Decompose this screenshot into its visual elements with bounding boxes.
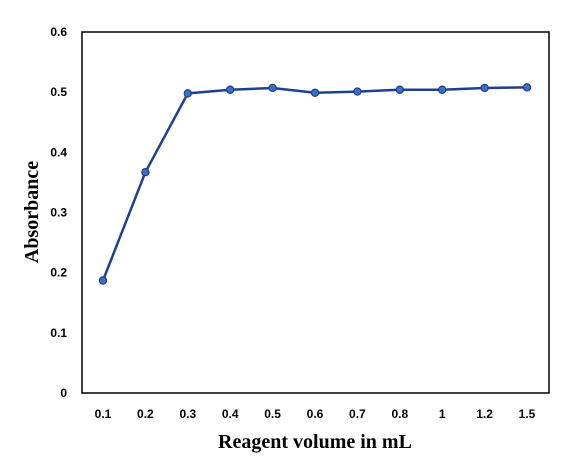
data-point — [438, 85, 447, 94]
series-line — [101, 86, 528, 281]
y-tick-label: 0 — [60, 386, 67, 400]
data-point — [353, 87, 362, 96]
x-tick-label: 0.1 — [95, 407, 112, 421]
data-point — [522, 83, 532, 92]
plot-area-frame — [81, 31, 550, 394]
data-point — [225, 85, 235, 94]
x-tick-label: 1.5 — [519, 407, 536, 421]
x-tick-label: 0.4 — [222, 407, 239, 421]
x-tick-label: 1 — [439, 407, 446, 421]
x-tick-label: 0.8 — [391, 407, 408, 421]
data-point — [183, 89, 192, 98]
data-point — [310, 88, 320, 97]
data-point — [480, 83, 489, 93]
y-tick-label: 0.6 — [50, 25, 67, 39]
x-axis-tick-labels: 0.1 0.2 0.3 0.4 0.5 0.6 0.7 0.8 1 1.2 1.5 — [95, 407, 536, 421]
data-point — [98, 276, 108, 285]
y-axis-tick-labels: 0 0.1 0.2 0.3 0.4 0.5 0.6 — [50, 25, 67, 400]
x-tick-label: 0.7 — [349, 407, 366, 421]
x-tick-label: 0.5 — [264, 407, 281, 421]
data-point — [268, 83, 277, 93]
x-tick-label: 0.6 — [307, 407, 324, 421]
x-tick-label: 1.2 — [476, 407, 493, 421]
y-tick-label: 0.1 — [50, 326, 67, 340]
x-axis-title: Reagent volume in mL — [218, 431, 412, 453]
data-point — [395, 85, 404, 94]
y-tick-label: 0.5 — [50, 85, 67, 99]
data-point-markers — [98, 83, 532, 285]
y-axis-title: Absorbance — [21, 161, 43, 263]
x-tick-label: 0.2 — [137, 407, 154, 421]
x-tick-label: 0.3 — [179, 407, 196, 421]
y-tick-label: 0.2 — [50, 266, 67, 280]
y-tick-label: 0.3 — [50, 206, 67, 220]
y-tick-label: 0.4 — [50, 145, 67, 159]
data-point — [141, 167, 150, 177]
